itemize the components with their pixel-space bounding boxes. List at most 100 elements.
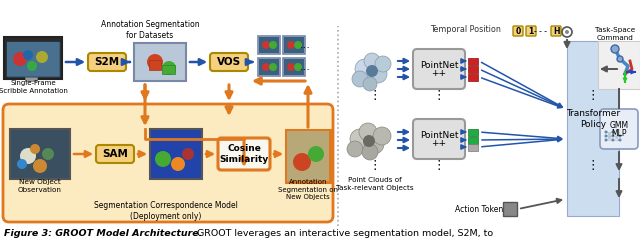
Circle shape — [182, 148, 194, 160]
FancyBboxPatch shape — [218, 138, 270, 170]
Text: ...: ... — [300, 40, 310, 50]
Text: ⋮: ⋮ — [369, 160, 381, 173]
Bar — [162, 65, 175, 74]
FancyBboxPatch shape — [413, 119, 465, 159]
Text: Annotation
Segmentation on
New Objects: Annotation Segmentation on New Objects — [278, 180, 338, 201]
Text: VOS: VOS — [217, 57, 241, 67]
Circle shape — [364, 134, 384, 154]
Circle shape — [363, 135, 375, 147]
Circle shape — [605, 131, 607, 133]
FancyBboxPatch shape — [526, 26, 536, 36]
Text: Temporal Position: Temporal Position — [430, 26, 501, 34]
Text: 0: 0 — [515, 27, 520, 35]
Circle shape — [294, 63, 302, 71]
Text: PointNet: PointNet — [420, 131, 458, 140]
Circle shape — [347, 141, 363, 157]
FancyBboxPatch shape — [210, 53, 248, 71]
Text: Figure 3:: Figure 3: — [4, 230, 52, 238]
FancyBboxPatch shape — [88, 53, 126, 71]
Text: 1: 1 — [529, 27, 534, 35]
Text: ...: ... — [300, 62, 310, 72]
Text: Task-Space
Command: Task-Space Command — [595, 27, 635, 41]
FancyBboxPatch shape — [513, 26, 523, 36]
Text: PointNet: PointNet — [420, 61, 458, 70]
Bar — [468, 129, 478, 136]
Circle shape — [352, 71, 368, 87]
Text: ++: ++ — [431, 140, 447, 149]
Circle shape — [355, 59, 375, 79]
Circle shape — [308, 146, 324, 162]
Bar — [283, 58, 305, 76]
Circle shape — [364, 53, 380, 69]
Circle shape — [269, 41, 277, 49]
Circle shape — [23, 50, 33, 60]
Circle shape — [605, 139, 607, 142]
FancyBboxPatch shape — [551, 26, 561, 36]
Circle shape — [147, 54, 163, 70]
Text: Single-Frame
Scribble Annotation: Single-Frame Scribble Annotation — [0, 80, 67, 94]
Circle shape — [20, 148, 36, 164]
Bar — [134, 43, 186, 81]
Circle shape — [269, 63, 277, 71]
Text: H: H — [553, 27, 559, 35]
Bar — [7, 42, 59, 76]
Bar — [468, 74, 478, 81]
Text: Segmentation Correspondence Model
(Deployment only): Segmentation Correspondence Model (Deplo… — [94, 201, 238, 221]
Text: ++: ++ — [431, 70, 447, 79]
Bar — [468, 144, 478, 151]
Circle shape — [373, 127, 391, 145]
Circle shape — [262, 63, 270, 71]
Bar — [468, 58, 478, 65]
Bar — [258, 58, 280, 76]
Circle shape — [605, 134, 607, 138]
Bar — [284, 59, 304, 75]
Text: SAM: SAM — [102, 149, 128, 159]
Text: GMM: GMM — [609, 121, 628, 130]
Bar — [136, 45, 184, 79]
FancyBboxPatch shape — [96, 145, 134, 163]
Text: Transformer
Policy: Transformer Policy — [566, 109, 620, 129]
Text: GROOT Model Architecture.: GROOT Model Architecture. — [52, 230, 202, 238]
Bar — [286, 130, 330, 182]
Circle shape — [293, 153, 311, 171]
Circle shape — [287, 41, 295, 49]
Bar — [7, 42, 59, 76]
Circle shape — [42, 148, 54, 160]
Circle shape — [618, 139, 621, 142]
Circle shape — [369, 65, 387, 83]
Text: Action Token: Action Token — [455, 204, 503, 214]
Circle shape — [294, 41, 302, 49]
Bar — [11, 130, 69, 178]
Circle shape — [611, 131, 614, 133]
Circle shape — [17, 159, 27, 169]
Circle shape — [611, 45, 619, 53]
Circle shape — [362, 144, 378, 160]
Circle shape — [366, 65, 378, 77]
Text: ⋮: ⋮ — [433, 90, 445, 102]
Circle shape — [171, 157, 185, 171]
Bar — [151, 130, 201, 178]
Text: ⋮: ⋮ — [433, 160, 445, 173]
Bar — [468, 137, 478, 144]
Text: ⋮: ⋮ — [369, 90, 381, 102]
Circle shape — [162, 61, 176, 75]
Bar — [258, 36, 280, 54]
Circle shape — [359, 123, 377, 141]
Bar — [10, 129, 70, 179]
Text: - - -: - - - — [534, 27, 547, 35]
Circle shape — [33, 159, 47, 173]
Bar — [149, 60, 161, 70]
Text: New Object
Observation: New Object Observation — [18, 179, 62, 193]
Bar — [283, 36, 305, 54]
Bar — [259, 59, 279, 75]
Text: Annotation Segmentation
for Datasets: Annotation Segmentation for Datasets — [100, 20, 199, 40]
Bar — [567, 41, 619, 216]
Circle shape — [611, 134, 614, 138]
Circle shape — [350, 129, 370, 149]
Circle shape — [36, 51, 48, 63]
FancyBboxPatch shape — [413, 49, 465, 89]
Circle shape — [13, 52, 27, 66]
FancyBboxPatch shape — [3, 104, 333, 222]
Circle shape — [27, 61, 37, 71]
Text: Point Clouds of
Task-relevant Objects: Point Clouds of Task-relevant Objects — [336, 177, 414, 191]
